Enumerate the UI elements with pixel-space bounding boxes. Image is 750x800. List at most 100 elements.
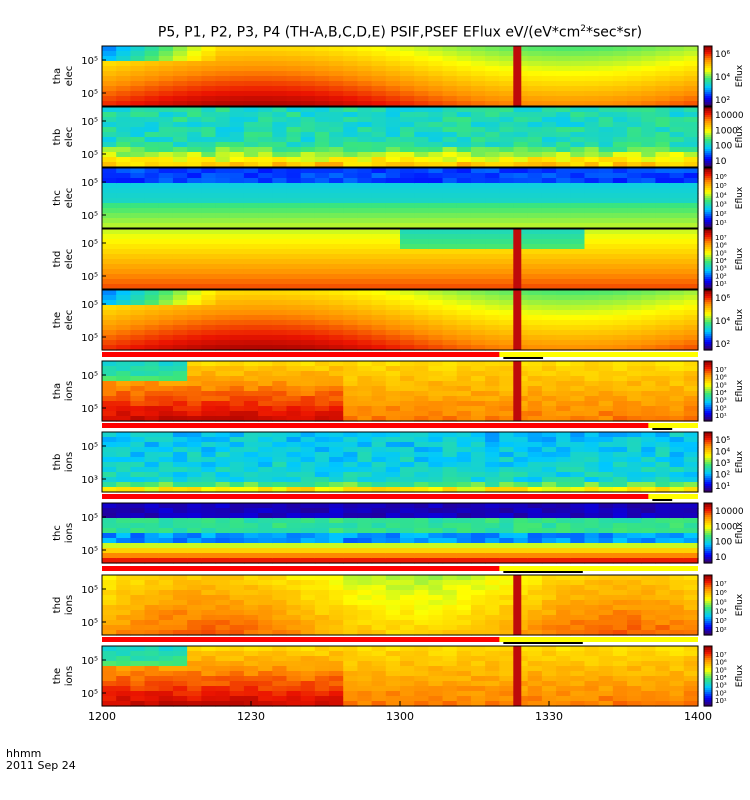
- spectrogram-cell: [314, 254, 330, 260]
- spectrogram-cell: [229, 416, 245, 422]
- spectrogram-cell: [102, 482, 117, 488]
- spectrogram-cell: [300, 558, 316, 564]
- spectrogram-cell: [513, 178, 529, 184]
- spectrogram-cell: [130, 543, 146, 549]
- colorbar-label: Eflux: [735, 247, 745, 270]
- spectrogram-cell: [371, 279, 387, 285]
- spectrogram-cell: [598, 178, 614, 184]
- spectrogram-cell: [130, 391, 146, 397]
- spectrogram-cell: [201, 107, 217, 113]
- spectrogram-cell: [428, 229, 444, 235]
- spectrogram-cell: [485, 269, 500, 275]
- spectrogram-cell: [385, 46, 401, 52]
- spectrogram-cell: [329, 76, 344, 82]
- spectrogram-cell: [314, 600, 330, 606]
- spectrogram-cell: [683, 284, 699, 290]
- spectrogram-cell: [442, 218, 458, 224]
- spectrogram-cell: [385, 590, 401, 596]
- spectrogram-cell: [187, 234, 202, 240]
- spectrogram-cell: [201, 71, 217, 77]
- colorbar-segment: [704, 599, 712, 602]
- spectrogram-cell: [272, 585, 288, 591]
- spectrogram-cell: [400, 605, 415, 611]
- spectrogram-cell: [144, 218, 160, 224]
- spectrogram-cell: [556, 71, 571, 77]
- spectrogram-cell: [286, 152, 302, 158]
- spectrogram-cell: [243, 528, 259, 534]
- spectrogram-cell: [158, 401, 174, 407]
- spectrogram-cell: [343, 335, 359, 341]
- spectrogram-cell: [343, 76, 359, 82]
- spectrogram-cell: [612, 229, 628, 235]
- spectrogram-cell: [116, 56, 131, 62]
- spectrogram-cell: [669, 86, 685, 92]
- spectrogram-cell: [485, 295, 500, 301]
- spectrogram-cell: [598, 117, 614, 123]
- spectrogram-cell: [485, 229, 500, 235]
- spectrogram-cell: [272, 56, 288, 62]
- spectrogram-cell: [314, 188, 330, 194]
- spike-band: [513, 361, 522, 421]
- spectrogram-cell: [527, 558, 543, 564]
- spectrogram-cell: [144, 203, 160, 209]
- spectrogram-cell: [485, 376, 500, 382]
- spectrogram-cell: [499, 264, 515, 270]
- spectrogram-cell: [598, 345, 614, 351]
- spectrogram-cell: [400, 442, 415, 448]
- spectrogram-cell: [343, 330, 359, 336]
- spectrogram-cell: [470, 416, 486, 422]
- spectrogram-cell: [300, 610, 316, 616]
- spectrogram-cell: [243, 553, 259, 559]
- spectrogram-cell: [570, 198, 586, 204]
- spectrogram-cell: [655, 630, 671, 636]
- spectrogram-cell: [428, 142, 444, 148]
- spectrogram-cell: [314, 56, 330, 62]
- spectrogram-cell: [527, 132, 543, 138]
- spectrogram-cell: [400, 538, 415, 544]
- spectrogram-cell: [215, 239, 231, 245]
- spectrogram-cell: [102, 290, 117, 296]
- colorbar-segment: [704, 555, 712, 558]
- spectrogram-cell: [272, 239, 288, 245]
- spectrogram-cell: [158, 290, 174, 296]
- spectrogram-cell: [201, 538, 217, 544]
- spectrogram-cell: [442, 605, 458, 611]
- spectrogram-cell: [456, 416, 472, 422]
- spectrogram-cell: [286, 137, 302, 143]
- spectrogram-cell: [627, 366, 642, 372]
- spectrogram-cell: [187, 457, 202, 463]
- spectrogram-cell: [669, 284, 685, 290]
- spectrogram-cell: [598, 467, 614, 473]
- spectrogram-cell: [215, 107, 231, 113]
- spectrogram-cell: [187, 142, 202, 148]
- spectrogram-cell: [470, 173, 486, 179]
- spectrogram-cell: [130, 396, 146, 402]
- spectrogram-cell: [314, 284, 330, 290]
- spectrogram-cell: [286, 432, 302, 438]
- spectrogram-cell: [683, 147, 699, 153]
- spectrogram-cell: [272, 208, 288, 214]
- spectrogram-cell: [357, 325, 373, 331]
- spectrogram-cell: [385, 376, 401, 382]
- spectrogram-cell: [187, 244, 202, 250]
- spectrogram-cell: [172, 523, 188, 529]
- spectrogram-cell: [485, 142, 500, 148]
- colorbar-segment: [704, 383, 712, 386]
- spectrogram-cell: [570, 234, 586, 240]
- colorbar-tick-label: 10³: [715, 617, 727, 625]
- spectrogram-cell: [215, 269, 231, 275]
- spectrogram-cell: [243, 86, 259, 92]
- spectrogram-cell: [541, 585, 557, 591]
- spectrogram-cell: [570, 178, 586, 184]
- spectrogram-cell: [414, 482, 429, 488]
- spectrogram-cell: [428, 208, 444, 214]
- spectrogram-cell: [329, 575, 344, 581]
- spectrogram-cell: [442, 229, 458, 235]
- spectrogram-cell: [116, 300, 131, 306]
- spectrogram-cell: [400, 71, 415, 77]
- spectrogram-cell: [584, 229, 600, 235]
- spectrogram-cell: [598, 361, 614, 367]
- spectrogram-cell: [655, 437, 671, 443]
- spectrogram-cell: [669, 452, 685, 458]
- spectrogram-cell: [470, 188, 486, 194]
